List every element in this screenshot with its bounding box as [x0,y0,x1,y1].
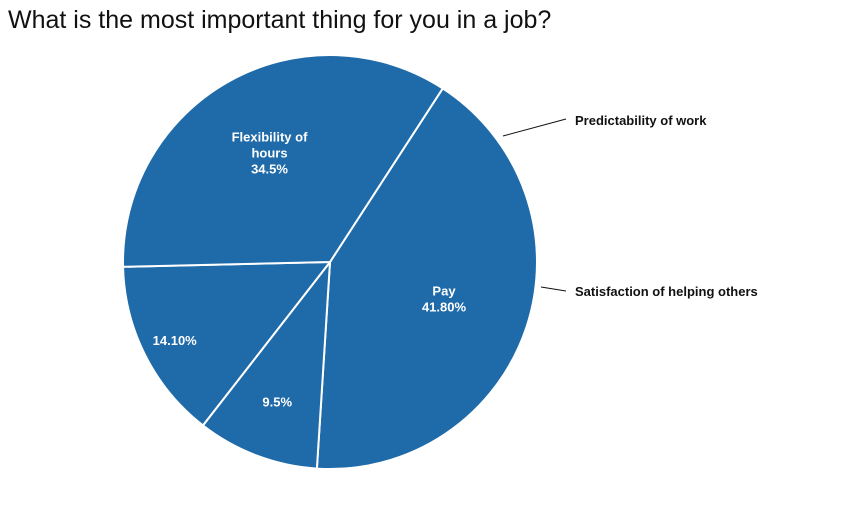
chart-title: What is the most important thing for you… [8,6,552,34]
pie-slice-flexibility-of-hours [122,54,445,268]
pie-slices [122,54,538,470]
slice-category-label-predictability-of-work: Predictability of work [575,113,707,128]
pie-slice-predictability-of-work [201,258,332,470]
slice-value-label-satisfaction-of-helping-others: 14.10% [153,333,198,348]
pie-slice-pay [315,87,538,470]
slice-category-label-flexibility-of-hours: hours [251,146,287,161]
slice-value-label-flexibility-of-hours: 34.5% [251,162,288,177]
slice-value-label-pay: 41.80% [422,300,467,315]
slice-category-label-pay: Pay [432,284,456,299]
slice-category-label-satisfaction-of-helping-others: Satisfaction of helping others [575,284,758,299]
slice-value-label-predictability-of-work: 9.5% [262,394,292,409]
slice-category-label-flexibility-of-hours: Flexibility of [232,130,309,145]
leader-line-satisfaction-of-helping-others [540,286,567,292]
leader-line-predictability-of-work [502,118,567,137]
pie-slice-satisfaction-of-helping-others [122,260,333,427]
